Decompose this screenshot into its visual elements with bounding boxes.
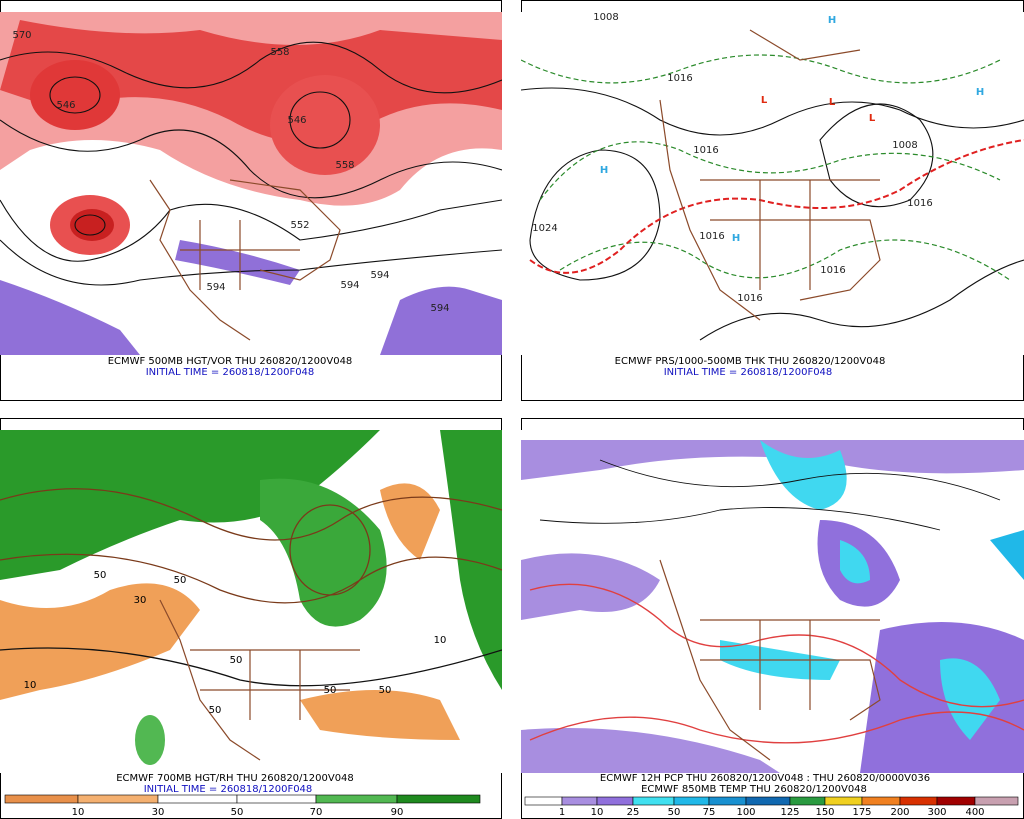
colorbar-label: 125 [780,807,799,818]
colorbar-segment [236,794,317,804]
colorbar-label: 10 [591,807,604,818]
contour-label: 50 [174,575,187,586]
colorbar-label: 175 [852,807,871,818]
contour-label: 558 [335,160,354,171]
contour-label: 50 [324,685,337,696]
contour-label: 10 [434,635,447,646]
contour-label: 50 [209,705,222,716]
pressure-center: L [829,97,836,108]
colorbar-segment [974,796,1019,806]
pressure-center: L [761,95,768,106]
caption: ECMWF 500MB HGT/VOR THU 260820/1200V048 [108,356,353,367]
colorbar-segment [936,796,976,806]
colorbar-label: 30 [152,807,165,818]
colorbar-label: 200 [890,807,909,818]
colorbar-segment [861,796,901,806]
colorbar-label: 70 [310,807,323,818]
initial-time: INITIAL TIME = 260818/1200F048 [664,367,833,378]
colorbar-segment [789,796,826,806]
colorbar-label: 150 [815,807,834,818]
contour-label: 50 [94,570,107,581]
colorbar-segment [561,796,598,806]
contour-label: 1008 [593,12,618,23]
contour-label: 50 [379,685,392,696]
colorbar-segment [632,796,675,806]
contour-label: 50 [230,655,243,666]
contour-label: 1016 [907,198,932,209]
colorbar-label: 25 [627,807,640,818]
contour-label: 1016 [737,293,762,304]
colorbar-segment [524,796,563,806]
map-700mb [0,430,502,773]
map-pressure [521,12,1024,355]
pressure-center: H [828,15,836,26]
contour-label: 1008 [892,140,917,151]
caption: ECMWF 850MB TEMP THU 260820/1200V048 [641,784,867,795]
colorbar-segment [673,796,710,806]
colorbar-segment [157,794,238,804]
colorbar-segment [77,794,159,804]
colorbar-segment [4,794,79,804]
colorbar-label: 1 [559,807,565,818]
colorbar-segment [708,796,747,806]
colorbar-label: 10 [72,807,85,818]
colorbar-segment [315,794,398,804]
contour-label: 558 [270,47,289,58]
contour-label: 546 [56,100,75,111]
colorbar-segment [396,794,481,804]
map-500mb [0,12,502,355]
caption: ECMWF 700MB HGT/RH THU 260820/1200V048 [116,773,354,784]
colorbar-label: 400 [965,807,984,818]
colorbar-segment [596,796,634,806]
colorbar-label: 75 [703,807,716,818]
labels: ECMWF 500MB HGT/VOR THU 260820/1200V048 … [108,356,930,795]
contour-label: 594 [430,303,449,314]
caption: ECMWF PRS/1000-500MB THK THU 260820/1200… [615,356,886,367]
caption: ECMWF 12H PCP THU 260820/1200V048 : THU … [600,773,930,784]
contour-label: 1024 [532,223,557,234]
map-precip [521,430,1024,773]
contour-label: 594 [370,270,389,281]
contour-label: 1016 [699,231,724,242]
colorbar-segment [824,796,863,806]
contour-label: 1016 [667,73,692,84]
contour-label: 546 [287,115,306,126]
colorbar-segment [745,796,791,806]
contour-label: 1016 [693,145,718,156]
contour-label: 30 [134,595,147,606]
initial-time: INITIAL TIME = 260818/1200F048 [144,784,313,795]
pressure-center: H [976,87,984,98]
contour-label: 552 [290,220,309,231]
colorbar-segment [899,796,938,806]
contour-label: 1016 [820,265,845,276]
colorbar-label: 90 [391,807,404,818]
colorbar-label: 50 [668,807,681,818]
pressure-center: L [869,113,876,124]
contour-label: 594 [206,282,225,293]
colorbar-label: 100 [736,807,755,818]
contour-label: 10 [24,680,37,691]
contour-label: 570 [12,30,31,41]
pressure-center: H [600,165,608,176]
colorbar-label: 50 [231,807,244,818]
pressure-center: H [732,233,740,244]
initial-time: INITIAL TIME = 260818/1200F048 [146,367,315,378]
contour-label: 594 [340,280,359,291]
colorbar-label: 300 [927,807,946,818]
